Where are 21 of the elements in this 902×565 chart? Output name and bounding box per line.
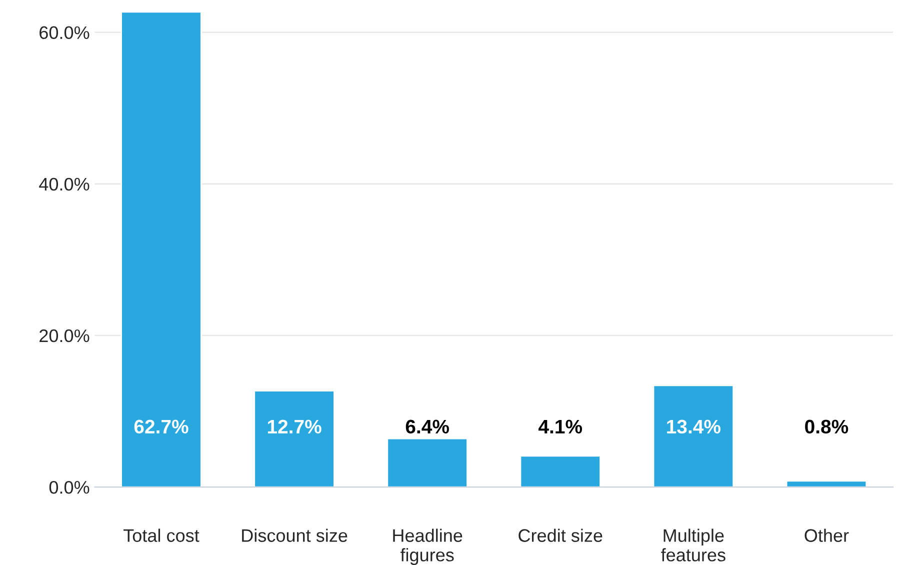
x-tick-label: Credit size	[518, 528, 602, 542]
x-tick-label: Headline figures	[393, 528, 462, 565]
data-label: 13.4%	[667, 420, 720, 434]
bar	[520, 455, 601, 488]
bar	[386, 438, 468, 488]
y-tick-label: 0.0%	[49, 480, 90, 494]
bar	[652, 384, 734, 488]
data-label: 62.7%	[134, 420, 188, 434]
data-label: 6.4%	[406, 420, 449, 434]
bar	[254, 390, 335, 488]
x-tick-label: Multiple features	[661, 528, 726, 562]
data-label: 0.8%	[805, 420, 848, 434]
y-tick-label: 40.0%	[39, 178, 90, 191]
data-label: 4.1%	[538, 420, 582, 434]
x-tick-label: Discount size	[242, 528, 348, 542]
bar	[120, 11, 202, 488]
x-tick-label: Total cost	[124, 528, 200, 542]
data-label: 12.7%	[268, 420, 322, 434]
y-tick-label: 20.0%	[40, 329, 90, 342]
x-tick-label: Other	[804, 528, 849, 542]
y-tick-label: 60.0%	[40, 26, 90, 40]
